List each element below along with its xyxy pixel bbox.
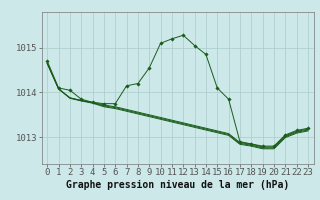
X-axis label: Graphe pression niveau de la mer (hPa): Graphe pression niveau de la mer (hPa) (66, 180, 289, 190)
